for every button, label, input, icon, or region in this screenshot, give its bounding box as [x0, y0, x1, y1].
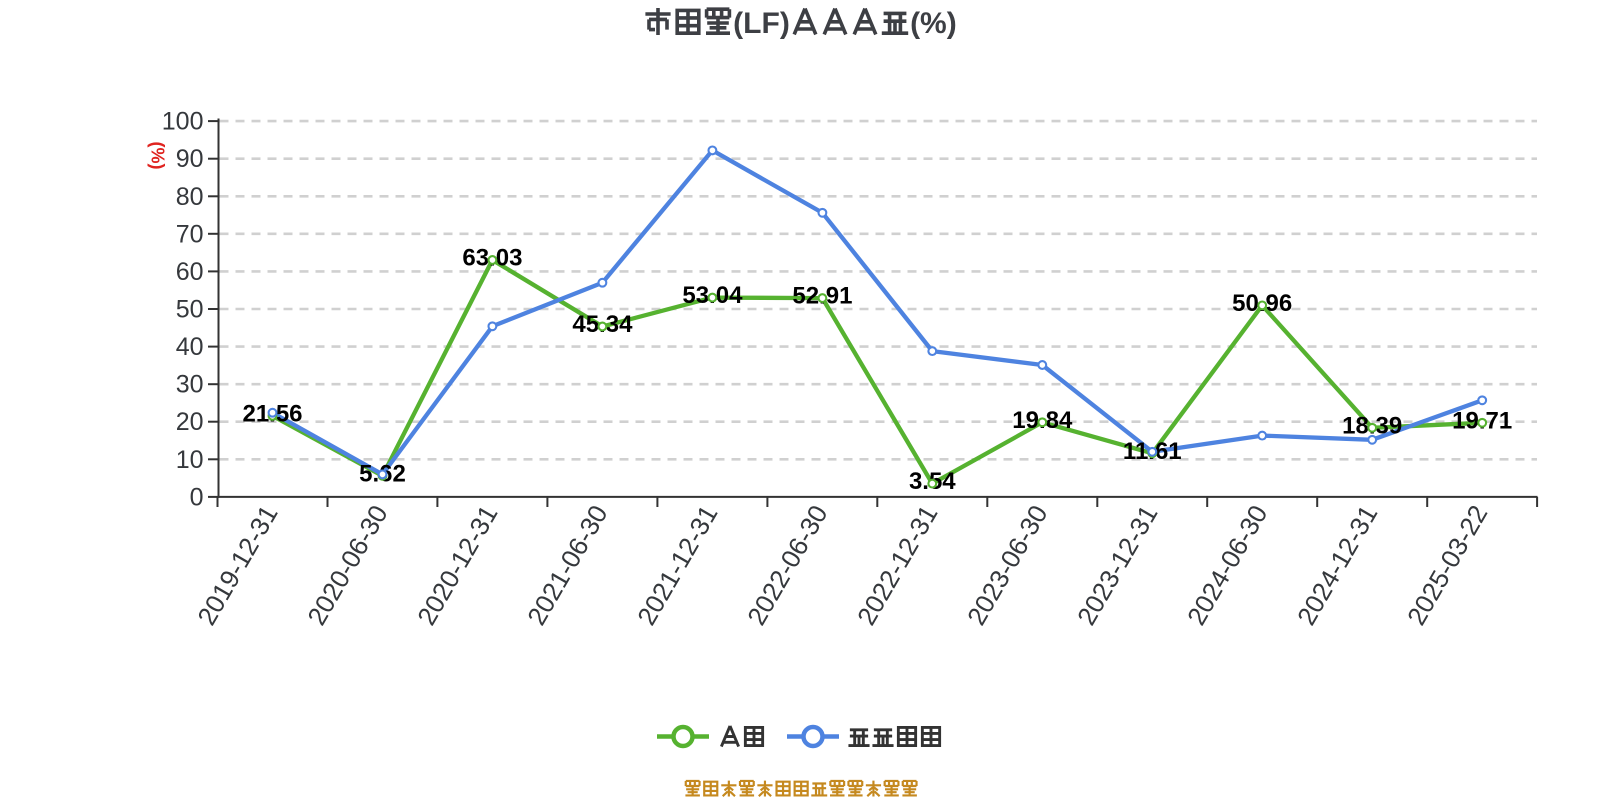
svg-text:70: 70 [176, 220, 204, 248]
svg-text:(%): (%) [148, 142, 168, 170]
svg-text:60: 60 [176, 258, 204, 286]
svg-text:50: 50 [176, 296, 204, 324]
svg-text:20: 20 [176, 408, 204, 436]
svg-text:90: 90 [176, 145, 204, 173]
svg-text:80: 80 [176, 183, 204, 211]
svg-text:100: 100 [162, 108, 204, 136]
svg-text:0: 0 [190, 483, 204, 511]
svg-text:40: 40 [176, 333, 204, 361]
svg-text:30: 30 [176, 371, 204, 399]
svg-text:(LF): (LF) [733, 7, 790, 40]
svg-text:(%): (%) [910, 7, 957, 40]
svg-text:10: 10 [176, 446, 204, 474]
